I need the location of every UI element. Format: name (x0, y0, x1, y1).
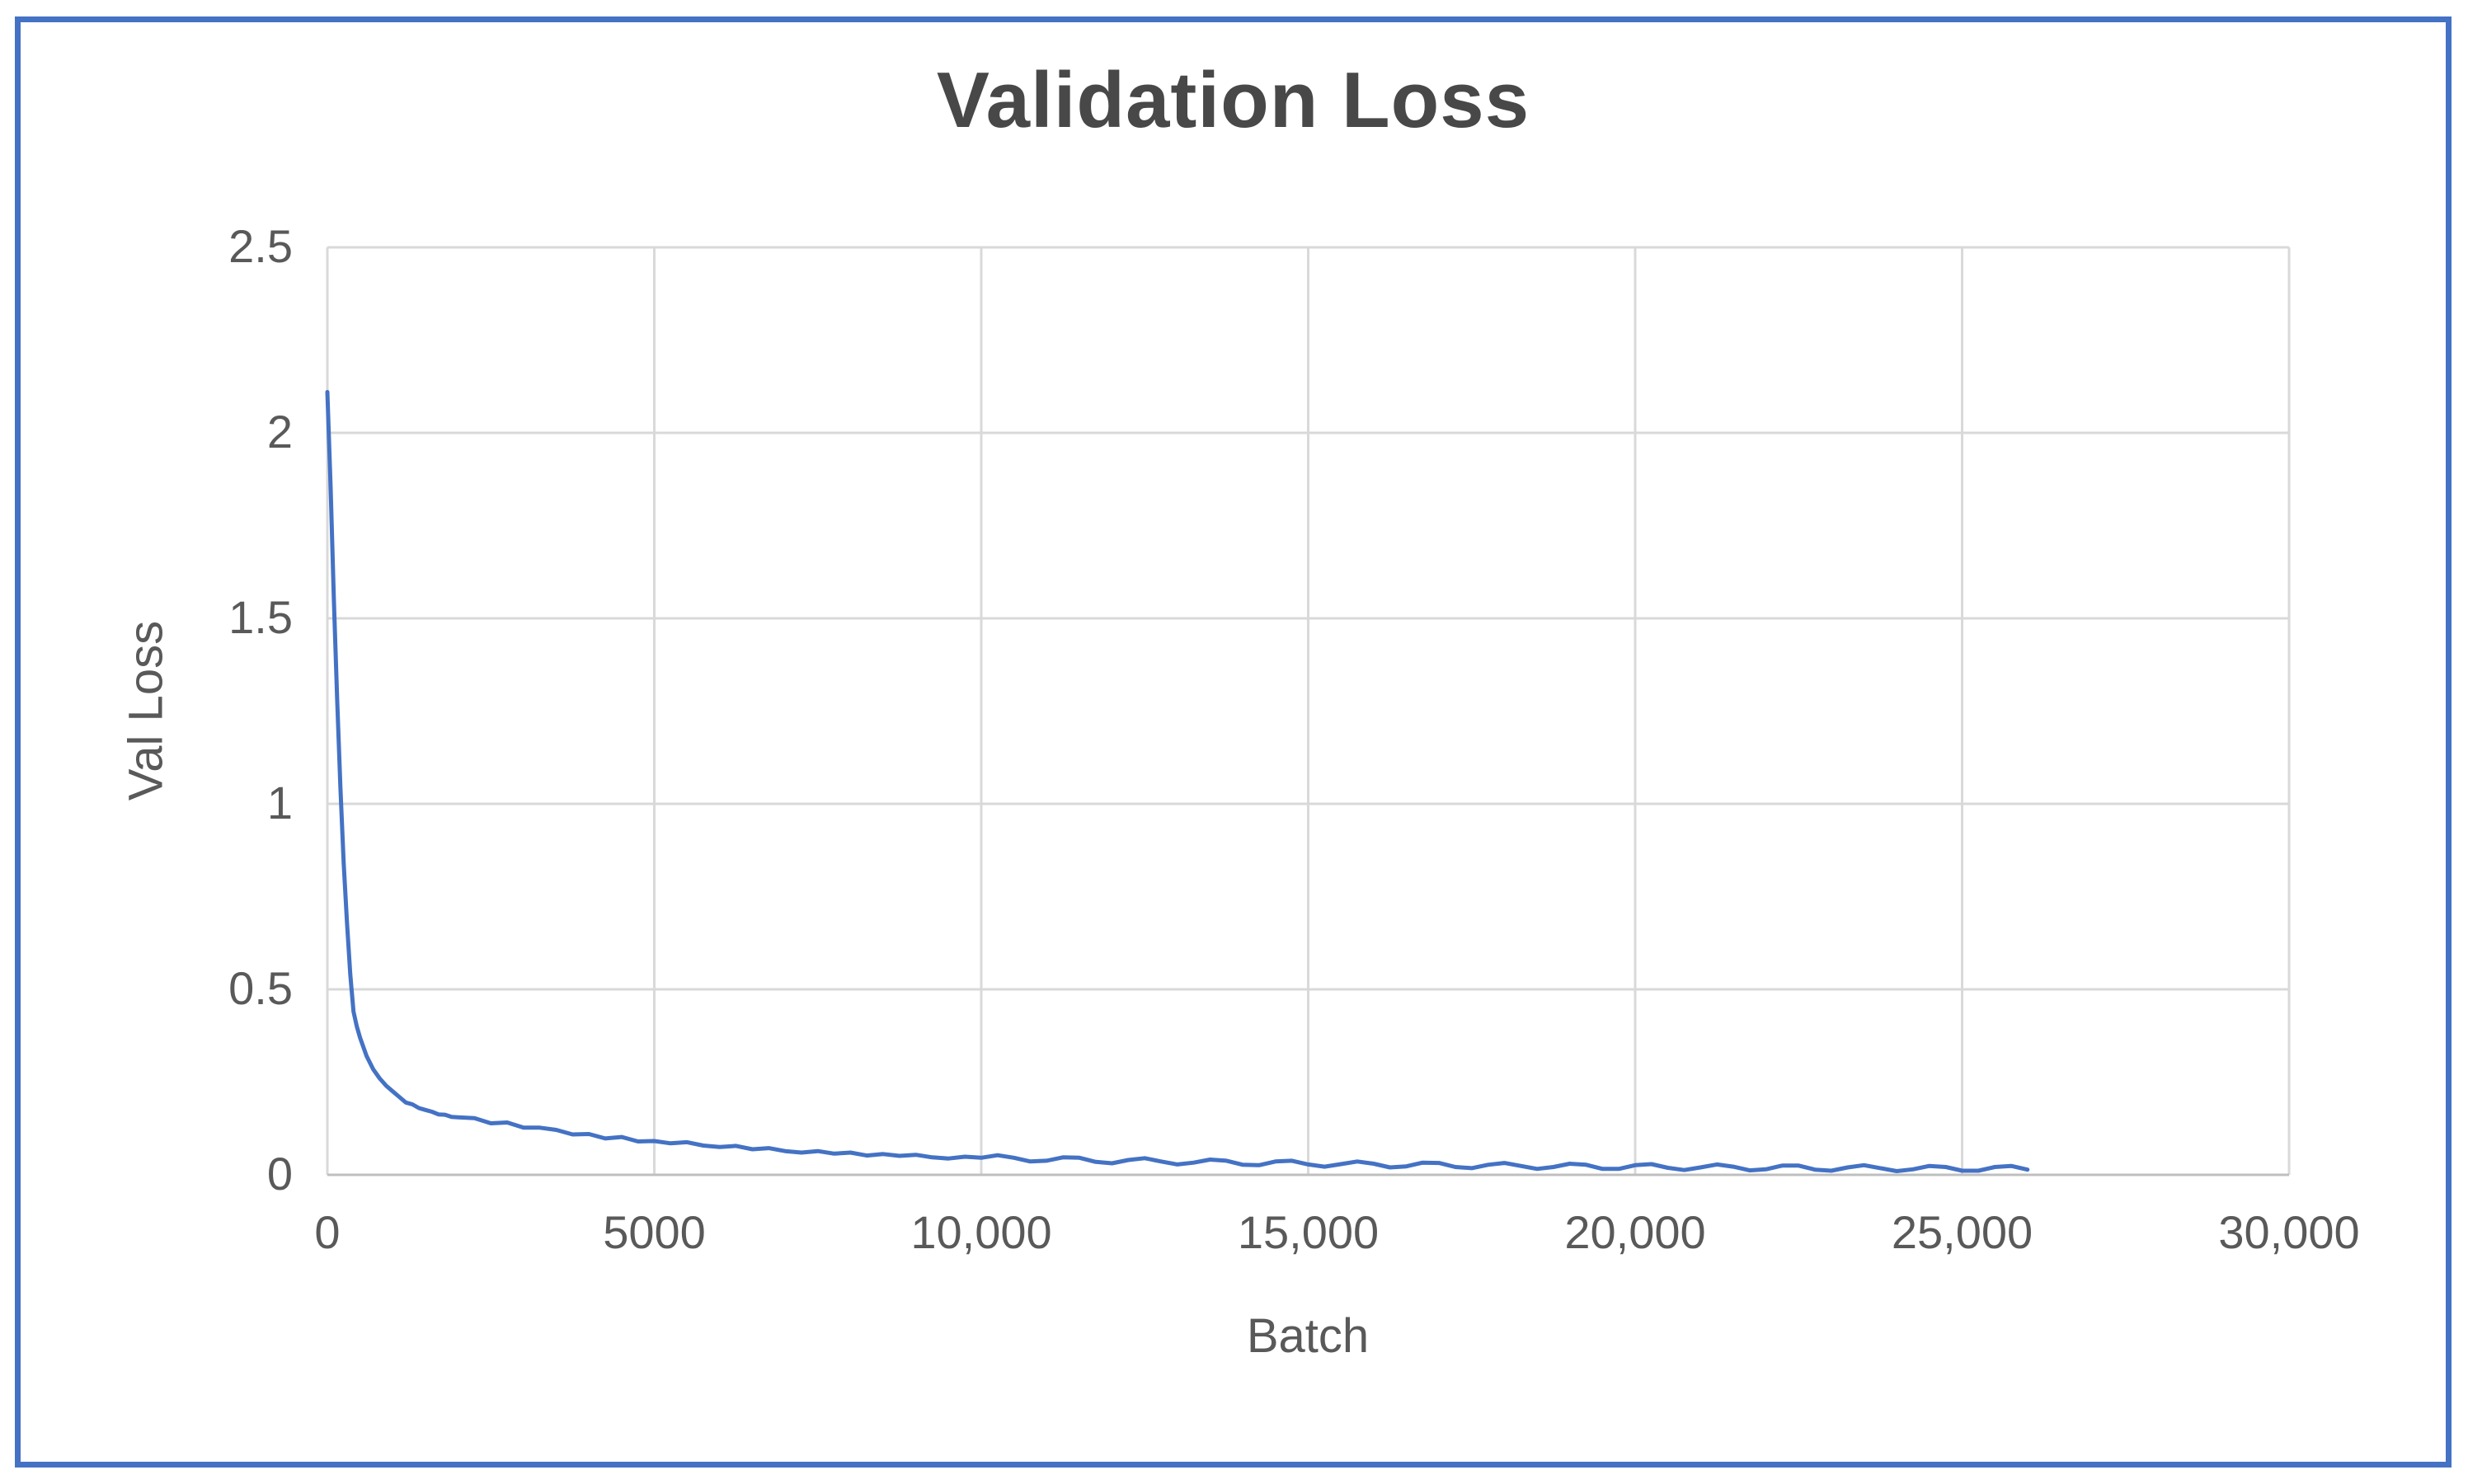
chart-title: Validation Loss (936, 56, 1530, 144)
loss-line-chart (325, 246, 2291, 1176)
x-axis: 0 5000 10,000 15,000 20,000 25,000 30,000 (21, 1205, 2446, 1263)
y-tick-label: 1 (266, 777, 293, 829)
y-tick-label: 1.5 (228, 591, 293, 644)
y-axis: 0 0.5 1 1.5 2 2.5 (21, 22, 293, 1462)
x-tick-label: 15,000 (1237, 1206, 1380, 1258)
x-tick-label: 0 (314, 1206, 341, 1258)
y-tick-label: 2.5 (228, 220, 293, 273)
y-tick-label: 0 (266, 1148, 293, 1200)
x-tick-label: 20,000 (1564, 1206, 1706, 1258)
x-tick-label: 5000 (603, 1206, 706, 1258)
y-tick-label: 0.5 (228, 962, 293, 1015)
y-tick-label: 2 (266, 406, 293, 458)
plot-area (325, 246, 2291, 1176)
series-line-val-loss (325, 390, 2030, 1173)
x-tick-label: 25,000 (1891, 1206, 2033, 1258)
x-tick-label: 30,000 (2218, 1206, 2360, 1258)
x-axis-title: Batch (1246, 1309, 1370, 1363)
x-tick-label: 10,000 (910, 1206, 1052, 1258)
